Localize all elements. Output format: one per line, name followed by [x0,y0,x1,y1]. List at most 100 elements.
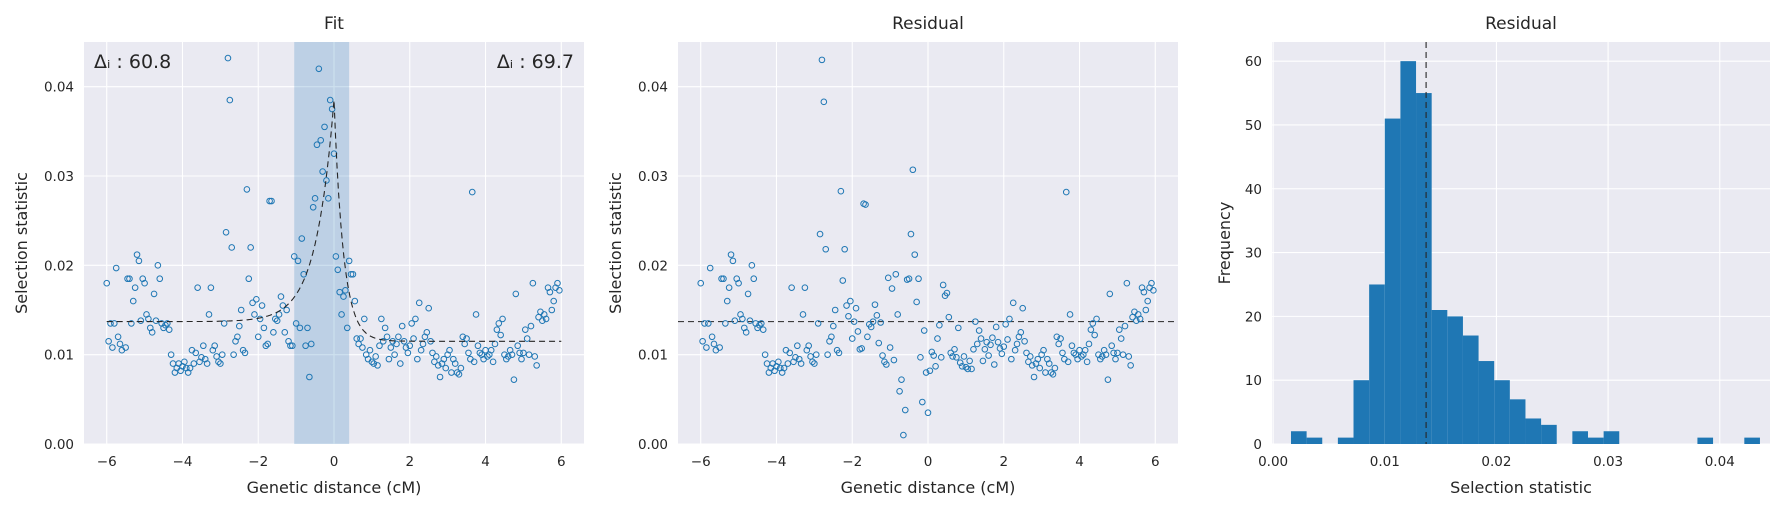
data-point [1062,188,1070,196]
histogram-bar [1572,431,1588,444]
panel-fit-right-annotation: Δᵢ : 69.7 [497,51,574,73]
data-point [718,275,725,283]
data-point [156,275,164,283]
data-point [290,253,298,260]
panel-fit-x-tick-label: −4 [173,454,193,470]
data-point [111,320,118,327]
data-point [1127,362,1134,369]
data-point [271,315,279,323]
data-point [1066,311,1074,318]
data-point [953,354,960,361]
panel-residual-histogram-y-tick-label: 10 [1245,373,1262,389]
panel-residual-histogram-y-tick-label: 60 [1245,54,1262,70]
data-point [383,333,391,341]
data-point [907,230,915,238]
panel-residual-scatter-title: Residual [892,14,964,34]
data-point [722,320,729,327]
data-point [1040,346,1047,354]
data-point [190,360,198,367]
panel-residual-scatter-x-tick-label: −4 [767,454,787,470]
data-point [391,351,398,358]
panel-residual-histogram-y-tick-label: 40 [1245,182,1262,198]
data-point [529,279,537,287]
panel-fit-y-axis-label: Selection statistic [12,172,31,314]
data-point [313,141,321,149]
data-point [877,319,884,326]
data-point [207,284,215,291]
data-point [192,349,200,357]
data-point [1059,349,1066,357]
data-point [203,360,211,367]
data-point [417,346,425,354]
panel-fit-x-tick-label: 6 [557,454,566,470]
panel-fit-title: Fit [324,14,344,34]
data-point [701,320,708,327]
data-point [379,337,387,345]
panel-residual-scatter-x-tick-label: 2 [999,454,1008,470]
data-point [508,351,516,358]
histogram-bar [1400,61,1417,445]
data-point [222,228,230,236]
data-point [105,337,112,345]
data-point [977,335,985,342]
data-point [381,324,389,332]
data-point [1028,362,1036,369]
data-point [468,188,476,196]
data-point [342,287,349,294]
data-point [398,322,406,330]
data-point [298,235,306,242]
histogram-bar [1384,118,1401,445]
data-point [336,288,343,296]
data-point [487,346,495,354]
data-point [1087,326,1095,333]
panel-fit-y-tick-label: 0.04 [44,80,74,96]
data-point [109,344,116,351]
histogram-bar [1337,437,1354,444]
data-point [924,409,932,417]
data-point [858,345,866,352]
data-point [922,369,930,376]
data-point [847,297,854,305]
data-point [281,329,289,336]
data-point [406,342,414,350]
data-point [304,324,311,332]
data-point [797,360,805,367]
panel-residual-histogram-y-tick-label: 30 [1245,246,1262,262]
data-point [129,297,137,305]
data-point [520,349,527,357]
panel-residual-histogram-plot-area [1272,42,1770,444]
data-point [164,320,171,327]
data-point [964,365,972,373]
data-point [412,315,419,323]
data-point [395,333,402,341]
data-point [311,195,319,202]
data-point [253,295,260,303]
data-point [809,358,816,366]
panel-fit-x-axis-label: Genetic distance (cM) [247,478,422,497]
data-point [873,312,881,319]
data-point [801,284,809,291]
histogram-bar [1587,437,1604,444]
data-point [408,320,415,327]
data-point [1136,315,1144,323]
data-point [309,203,317,211]
data-point [198,354,205,361]
data-point [992,323,1000,331]
data-point [725,284,733,291]
data-point [294,257,302,265]
data-point [262,342,270,350]
data-point [154,262,162,269]
panel-fit-grid [84,42,584,445]
data-point [1053,333,1061,341]
data-point [542,315,550,323]
data-point [287,342,294,350]
data-point [296,324,304,332]
data-point [1047,369,1055,376]
data-point [497,331,504,339]
data-point [1093,315,1100,323]
data-point [414,355,421,363]
data-point [432,353,440,360]
data-point [292,320,300,327]
data-point [1030,373,1038,381]
data-point [224,54,232,62]
